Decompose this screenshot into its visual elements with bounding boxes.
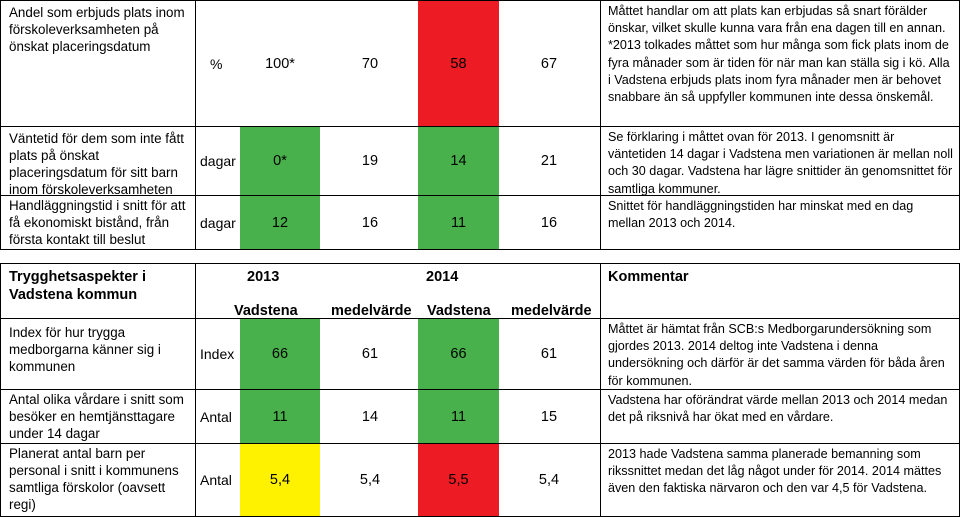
col-header-vadstena-2013: Vadstena xyxy=(234,303,298,319)
value-cell-highlight-yellow: 5,4 xyxy=(240,444,320,516)
comment-cell: Snittet för handläggningstiden har minsk… xyxy=(608,199,914,231)
year-2014-header: 2014 xyxy=(426,269,459,285)
col-header-medelvarde-2013: medelvärde xyxy=(331,303,412,319)
col-header-medelvarde-2014: medelvärde xyxy=(511,303,592,319)
unit-label: % xyxy=(210,55,223,72)
value-cell: 16 xyxy=(361,214,379,231)
value-cell-highlight-green: 14 xyxy=(418,127,499,195)
service-table: Andel som erbjuds plats inom förskolever… xyxy=(0,0,960,250)
value-cell: 14 xyxy=(361,408,379,425)
unit-label: Index xyxy=(200,346,235,362)
value-cell: 67 xyxy=(540,55,558,72)
safety-table: Trygghetsaspekter i Vadstena kommun 2013… xyxy=(0,263,960,517)
value-cell: 16 xyxy=(540,214,558,231)
value-row-2: Antal 11 14 11 15 xyxy=(196,390,600,443)
value-cell: 5,4 xyxy=(359,472,381,488)
value-cell: 5,4 xyxy=(538,472,560,488)
row-label: Planerat antal barn per personal i snitt… xyxy=(9,446,179,512)
value-cell-highlight-red: 5,5 xyxy=(418,444,499,516)
value-cell: 61 xyxy=(361,346,379,362)
row-label: Handläggningstid i snitt för att få ekon… xyxy=(9,198,186,247)
value-cell: 61 xyxy=(540,346,558,362)
row-label: Antal olika vårdare i snitt som besöker … xyxy=(9,392,184,441)
table-title-text: Trygghetsaspekter i Vadstena kommun xyxy=(9,269,146,303)
value-cell: 21 xyxy=(540,153,558,169)
value-cell-highlight-green: 66 xyxy=(240,319,320,389)
value-cell: 100* xyxy=(265,55,295,72)
col-header-vadstena-2014: Vadstena xyxy=(427,303,491,319)
value-row-1: % 100* 70 58 67 xyxy=(196,1,600,126)
value-cell-highlight-green: 0* xyxy=(240,127,320,195)
comment-header: Kommentar xyxy=(608,269,689,285)
unit-label: Antal xyxy=(200,472,232,488)
comment-cell: Se förklaring i måttet ovan för 2013. I … xyxy=(608,130,953,196)
value-row-2: dagar 0* 19 14 21 xyxy=(196,127,600,195)
row-label: Index för hur trygga medborgarna känner … xyxy=(9,325,161,374)
comment-cell: Vadstena har oförändrat värde mellan 201… xyxy=(608,393,948,425)
value-cell-highlight-green: 12 xyxy=(240,196,320,249)
comment-cell: Måttet handlar om att plats kan erbjudas… xyxy=(608,4,950,105)
table-title: Trygghetsaspekter i Vadstena kommun xyxy=(1,264,195,318)
value-row-3: Antal 5,4 5,4 5,5 5,4 xyxy=(196,444,600,516)
value-cell-highlight-green: 66 xyxy=(418,319,499,389)
comment-cell: 2013 hade Vadstena samma planerade beman… xyxy=(608,447,942,496)
value-cell-highlight-green: 11 xyxy=(418,196,499,249)
comment-cell: Måttet är hämtat från SCB:s Medborgarund… xyxy=(608,322,945,388)
row-label: Väntetid för dem som inte fått plats på … xyxy=(9,131,184,197)
unit-label: Antal xyxy=(200,408,232,425)
value-cell-highlight-green: 11 xyxy=(418,390,499,443)
value-cell: 70 xyxy=(361,55,379,72)
value-cell-highlight-red: 58 xyxy=(418,1,499,126)
value-row-3: dagar 12 16 11 16 xyxy=(196,196,600,249)
value-cell-highlight-green: 11 xyxy=(240,390,320,443)
year-2013-header: 2013 xyxy=(247,269,280,285)
unit-label: dagar xyxy=(200,214,236,231)
value-cell: 15 xyxy=(540,408,558,425)
value-row-1: Index 66 61 66 61 xyxy=(196,319,600,389)
value-cell: 19 xyxy=(361,153,379,169)
row-label: Andel som erbjuds plats inom förskolever… xyxy=(9,5,185,54)
unit-label: dagar xyxy=(200,153,236,169)
